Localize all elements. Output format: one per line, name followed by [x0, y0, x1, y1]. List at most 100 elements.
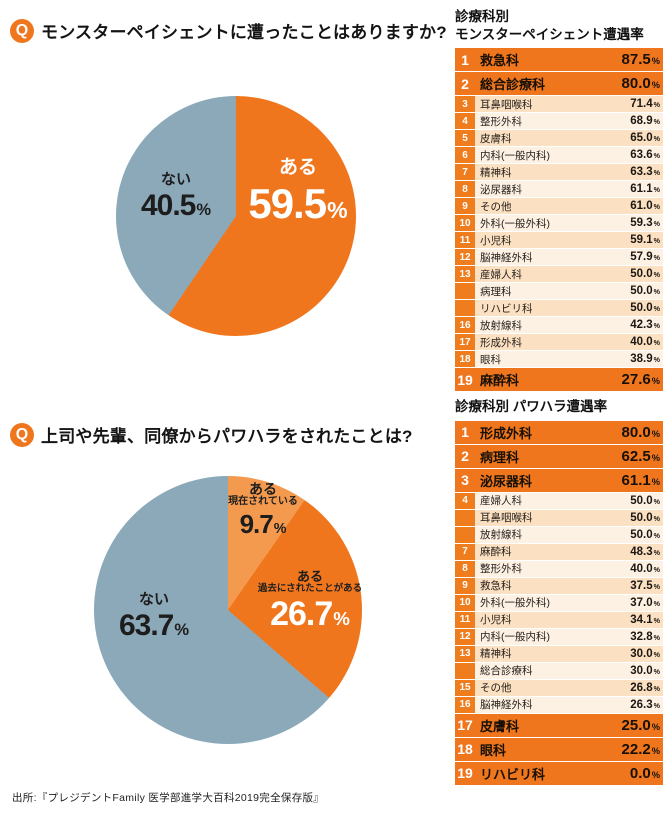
- rate-number: 80.0: [621, 75, 651, 93]
- table-row: 16 脳神経外科 26.3%: [455, 696, 663, 714]
- department-name: リハビリ科: [480, 766, 546, 782]
- percent-sign: %: [273, 520, 287, 537]
- department-name: 泌尿器科: [480, 183, 522, 196]
- rate-number: 50.0: [630, 528, 653, 541]
- table-row: 19 麻酔科 27.6%: [455, 368, 663, 393]
- department-name: 産婦人科: [480, 268, 522, 281]
- table-row: 18 眼科 22.2%: [455, 737, 663, 762]
- department-name: 皮膚科: [480, 718, 520, 734]
- rank-cell: 18: [457, 741, 473, 758]
- rate-number: 59.3: [630, 217, 653, 230]
- rate-number: 25.0: [621, 716, 651, 734]
- department-name: 総合診療科: [480, 665, 533, 678]
- question-2-text: 上司や先輩、同僚からパワハラをされたことは?: [41, 427, 413, 446]
- rank-cell: 18: [455, 351, 475, 368]
- table-row: 10 外科(一般外科) 37.0%: [455, 594, 663, 612]
- rate-value: 59.1%: [610, 234, 663, 246]
- slice-sublabel: 過去にされたことがある: [257, 583, 363, 595]
- rate-value: 34.1%: [610, 614, 663, 626]
- table-row: 7 麻酔科 48.3%: [455, 543, 663, 561]
- rate-value: 38.9%: [610, 353, 663, 365]
- rate-number: 62.5: [621, 447, 651, 465]
- table-row: 放射線科 50.0%: [455, 526, 663, 544]
- department-name: 内科(一般内科): [480, 149, 550, 162]
- rate-number: 38.9: [630, 353, 653, 366]
- rank-cell: 11: [455, 232, 475, 249]
- rate-number: 71.4: [630, 98, 653, 111]
- slice-value-number: 63.7: [118, 609, 174, 643]
- percent-sign: %: [653, 650, 660, 659]
- rank-cell: 10: [455, 215, 475, 232]
- rate-value: 40.0%: [610, 336, 663, 348]
- department-name: 精神科: [480, 166, 512, 179]
- table2-body: 1 形成外科 80.0% 2 病理科 62.5% 3 泌尿器科 61.1% 4 産婦人科 50.0% 耳…: [455, 420, 663, 786]
- percent-sign: %: [653, 152, 660, 161]
- rate-number: 42.3: [630, 319, 653, 332]
- percent-sign: %: [653, 667, 660, 676]
- rate-value: 59.3%: [610, 217, 663, 229]
- pie1-label-aru: ある 59.5%: [240, 157, 356, 226]
- percent-sign: %: [653, 288, 660, 297]
- department-name: 整形外科: [480, 115, 522, 128]
- table-row: 9 その他 61.0%: [455, 198, 663, 216]
- rate-number: 40.0: [630, 336, 653, 349]
- percent-sign: %: [653, 497, 660, 506]
- department-name: 脳神経外科: [480, 699, 533, 712]
- department-name: その他: [480, 200, 512, 213]
- percent-sign: %: [174, 621, 190, 640]
- rate-value: 40.0%: [610, 563, 663, 575]
- department-name: 小児科: [480, 234, 512, 247]
- table-row: 2 総合診療科 80.0%: [455, 72, 663, 97]
- rate-value: 25.0%: [610, 717, 663, 734]
- table-row: 12 内科(一般内科) 32.8%: [455, 628, 663, 646]
- rate-number: 27.6: [621, 371, 651, 389]
- rank-cell: [455, 526, 475, 543]
- percent-sign: %: [651, 56, 660, 67]
- table-row: 13 精神科 30.0%: [455, 645, 663, 663]
- department-name: 病理科: [480, 285, 512, 298]
- rank-cell: 6: [455, 147, 475, 164]
- percent-sign: %: [333, 608, 350, 630]
- rank-cell: 12: [455, 249, 475, 266]
- slice-value: 63.7%: [98, 609, 210, 643]
- rate-number: 50.0: [630, 268, 653, 281]
- rank-cell: 5: [455, 130, 475, 147]
- rank-cell: 2: [461, 75, 469, 92]
- rank-cell: 7: [455, 164, 475, 181]
- rate-number: 34.1: [630, 613, 653, 626]
- department-name: 病理科: [480, 449, 520, 465]
- percent-sign: %: [653, 322, 660, 331]
- department-name: 麻酔科: [480, 546, 512, 559]
- rank-cell: 1: [461, 51, 469, 68]
- q-icon: Q: [10, 422, 34, 447]
- department-name: 外科(一般外科): [480, 217, 550, 230]
- table-row: 19 リハビリ科 0.0%: [455, 761, 663, 786]
- rate-value: 63.6%: [610, 149, 663, 161]
- rate-number: 61.0: [630, 200, 653, 213]
- rate-number: 61.1: [621, 471, 651, 489]
- rate-number: 50.0: [630, 285, 653, 298]
- rate-value: 26.3%: [610, 699, 663, 711]
- slice-label: ない: [160, 171, 191, 188]
- department-name: 産婦人科: [480, 495, 522, 508]
- department-name: 総合診療科: [480, 77, 546, 93]
- rank-cell: 11: [455, 611, 475, 628]
- table-row: 10 外科(一般外科) 59.3%: [455, 215, 663, 233]
- rate-number: 37.0: [630, 596, 653, 609]
- question-1: Q モンスターペイシェントに遭ったことはありますか?: [10, 18, 447, 43]
- department-name: 耳鼻咽喉科: [480, 512, 533, 525]
- department-name: 外科(一般外科): [480, 597, 550, 610]
- table-row: 9 救急科 37.5%: [455, 577, 663, 595]
- rate-number: 0.0: [629, 764, 651, 782]
- rank-cell: 8: [455, 560, 475, 577]
- percent-sign: %: [653, 565, 660, 574]
- table1-title-line2: モンスターペイシェント遭遇率: [455, 26, 644, 42]
- percent-sign: %: [651, 769, 660, 780]
- rate-value: 22.2%: [610, 741, 663, 758]
- pie1-label-nai: ない 40.5%: [120, 171, 232, 223]
- department-name: 麻酔科: [480, 373, 520, 389]
- percent-sign: %: [653, 186, 660, 195]
- table-row: 15 その他 26.8%: [455, 679, 663, 697]
- table-row: 1 救急科 87.5%: [455, 48, 663, 73]
